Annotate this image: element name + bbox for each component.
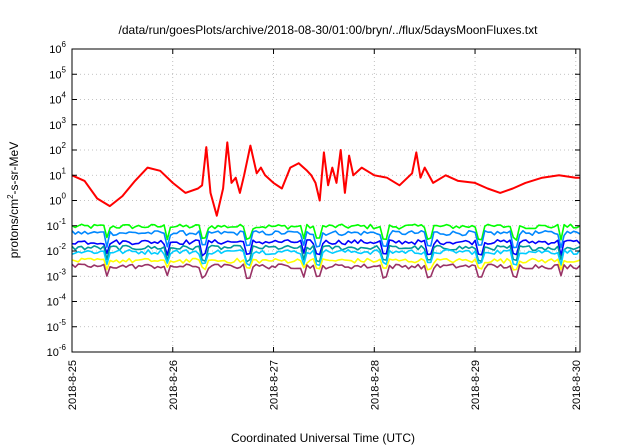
x-tick-label: 2018-8-29 bbox=[470, 360, 482, 410]
x-tick-label: 2018-8-30 bbox=[571, 360, 583, 410]
series-line-2 bbox=[71, 223, 581, 241]
series-line-1 bbox=[71, 141, 580, 217]
y-tick-label: 10-4 bbox=[47, 293, 67, 309]
y-tick-label: 102 bbox=[49, 141, 66, 157]
x-tick-label: 2018-8-25 bbox=[67, 360, 79, 410]
y-tick-label: 10-2 bbox=[47, 242, 67, 258]
series-line-5 bbox=[71, 244, 581, 263]
y-tick-label: 101 bbox=[49, 166, 66, 182]
chart-title: /data/run/goesPlots/archive/2018-08-30/0… bbox=[119, 23, 539, 37]
tick-labels: 10-6 10-5 10-4 10-3 10-2 10-1 100 101 102 103 104 1… bbox=[47, 40, 583, 410]
x-tick-label: 2018-8-28 bbox=[369, 360, 381, 410]
y-tick-label: 10-1 bbox=[47, 217, 67, 233]
x-axis-label: Coordinated Universal Time (UTC) bbox=[231, 431, 415, 445]
y-tick-label: 10-3 bbox=[47, 267, 67, 283]
y-tick-label: 106 bbox=[49, 40, 66, 56]
series-line-7 bbox=[71, 257, 581, 271]
series-layer bbox=[71, 141, 581, 280]
y-tick-label: 10-6 bbox=[47, 343, 67, 359]
series-line-8 bbox=[71, 263, 581, 280]
series-line-3 bbox=[71, 230, 581, 249]
series-line-4 bbox=[71, 239, 581, 257]
y-tick-label: 105 bbox=[49, 65, 66, 81]
y-tick-label: 104 bbox=[49, 91, 66, 107]
y-tick-label: 10-5 bbox=[47, 318, 67, 334]
y-tick-label: 103 bbox=[49, 116, 66, 132]
y-axis-label: protons/cm2-s-sr-MeV bbox=[6, 142, 21, 258]
x-tick-label: 2018-8-26 bbox=[168, 360, 180, 410]
y-tick-label: 100 bbox=[49, 192, 66, 208]
series-line-6 bbox=[71, 248, 581, 267]
x-tick-label: 2018-8-27 bbox=[269, 360, 281, 410]
grid bbox=[71, 48, 580, 353]
